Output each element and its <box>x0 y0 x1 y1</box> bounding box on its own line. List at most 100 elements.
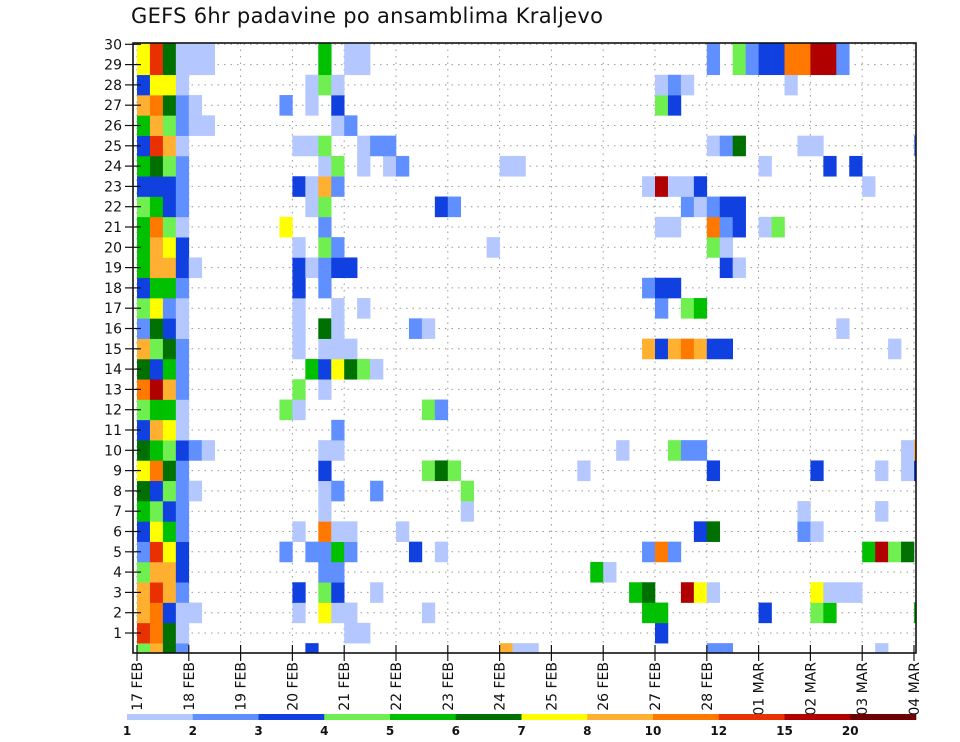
y-tick-label: 22 <box>104 200 122 216</box>
heatmap-cell <box>149 95 164 116</box>
heatmap-cell <box>434 196 449 218</box>
heatmap-cell <box>331 74 345 96</box>
heatmap-cell <box>732 196 746 218</box>
heatmap-cell <box>318 237 332 258</box>
heatmap-cell <box>318 358 332 380</box>
y-tick-label: 15 <box>104 342 122 358</box>
heatmap-cell <box>370 582 384 603</box>
heatmap-cell <box>175 54 190 76</box>
y-tick-label: 29 <box>104 58 122 74</box>
heatmap-cell <box>149 480 164 502</box>
heatmap-cell <box>357 622 371 644</box>
heatmap-cell <box>175 216 190 238</box>
heatmap-cell <box>370 480 384 502</box>
heatmap-cell <box>149 216 164 238</box>
heatmap-cell <box>175 358 190 380</box>
heatmap-cell <box>706 338 721 360</box>
heatmap-cell <box>357 155 371 177</box>
heatmap-cell <box>914 460 916 482</box>
heatmap-cell <box>137 277 151 299</box>
heatmap-cell <box>642 541 656 563</box>
heatmap-cell <box>162 318 177 339</box>
heatmap-cell <box>175 74 190 96</box>
heatmap-cell <box>706 643 721 653</box>
y-tick-label: 5 <box>113 545 122 561</box>
y-tick-label: 11 <box>104 423 122 439</box>
heatmap-cell <box>149 561 164 583</box>
heatmap-cell <box>137 358 151 380</box>
heatmap-cell <box>344 338 358 360</box>
heatmap-cell <box>137 237 151 258</box>
heatmap-cell <box>810 135 824 157</box>
heatmap-cell <box>292 379 306 400</box>
colorbar-label: 4 <box>320 724 328 738</box>
heatmap-cell <box>137 95 151 116</box>
heatmap-cell <box>188 440 203 461</box>
heatmap-cell <box>888 541 902 563</box>
heatmap-cell <box>447 460 462 482</box>
colorbar-label: 20 <box>842 724 859 738</box>
heatmap-cell <box>201 115 215 136</box>
heatmap-cell <box>512 155 526 177</box>
heatmap-cell <box>331 440 345 461</box>
heatmap-cell <box>331 358 345 380</box>
heatmap-cell <box>706 54 721 76</box>
heatmap-cell <box>149 115 164 136</box>
colorbar-label: 6 <box>452 724 460 738</box>
heatmap-cell <box>149 419 164 441</box>
heatmap-cell <box>305 74 319 96</box>
heatmap-cell <box>137 643 151 653</box>
heatmap-cell <box>149 176 164 197</box>
heatmap-cell <box>667 541 682 563</box>
heatmap-cell <box>693 176 708 197</box>
heatmap-cell <box>667 176 682 197</box>
heatmap-cell <box>137 155 151 177</box>
heatmap-cell <box>836 43 850 55</box>
heatmap-cell <box>642 602 656 624</box>
heatmap-cell <box>318 277 332 299</box>
heatmap-cell <box>137 440 151 461</box>
heatmap-cell <box>460 480 474 502</box>
heatmap-cell <box>331 115 345 136</box>
heatmap-cell <box>732 135 746 157</box>
heatmap-cell <box>318 216 332 238</box>
heatmap-cell <box>292 298 306 319</box>
heatmap-cell <box>875 541 889 563</box>
heatmap-cell <box>305 135 319 157</box>
heatmap-cell <box>655 277 669 299</box>
heatmap-cell <box>667 277 682 299</box>
heatmap-cell <box>162 298 177 319</box>
heatmap-cell <box>292 176 306 197</box>
heatmap-cell <box>149 155 164 177</box>
heatmap-cell <box>823 582 837 603</box>
x-tick-label: 25 FEB <box>544 662 560 711</box>
heatmap-cell <box>901 460 915 482</box>
heatmap-cell <box>305 257 319 279</box>
heatmap-cell <box>279 216 293 238</box>
heatmap-cell <box>137 54 151 76</box>
y-tick-label: 13 <box>104 382 122 398</box>
heatmap-cell <box>784 54 798 76</box>
heatmap-cell <box>434 460 449 482</box>
heatmap-cell <box>331 338 345 360</box>
heatmap-cell <box>836 318 850 339</box>
heatmap-cell <box>175 176 190 197</box>
colorbar-swatch <box>455 714 522 720</box>
x-tick-label: 04 MAR <box>907 662 923 716</box>
heatmap-cell <box>175 561 190 583</box>
x-tick-label: 01 MAR <box>752 662 768 716</box>
heatmap-cell <box>162 176 177 197</box>
heatmap-cell <box>149 277 164 299</box>
heatmap-cell <box>732 216 746 238</box>
heatmap-cell <box>149 521 164 542</box>
heatmap-cell <box>162 419 177 441</box>
heatmap-cell <box>175 135 190 157</box>
heatmap-cell <box>162 399 177 421</box>
heatmap-cell <box>706 43 721 55</box>
y-tick-label: 7 <box>113 504 122 520</box>
heatmap-cell <box>719 135 733 157</box>
heatmap-cell <box>318 501 332 522</box>
heatmap-cell <box>318 196 332 218</box>
y-tick-label: 23 <box>104 179 122 195</box>
heatmap-cell <box>149 460 164 482</box>
